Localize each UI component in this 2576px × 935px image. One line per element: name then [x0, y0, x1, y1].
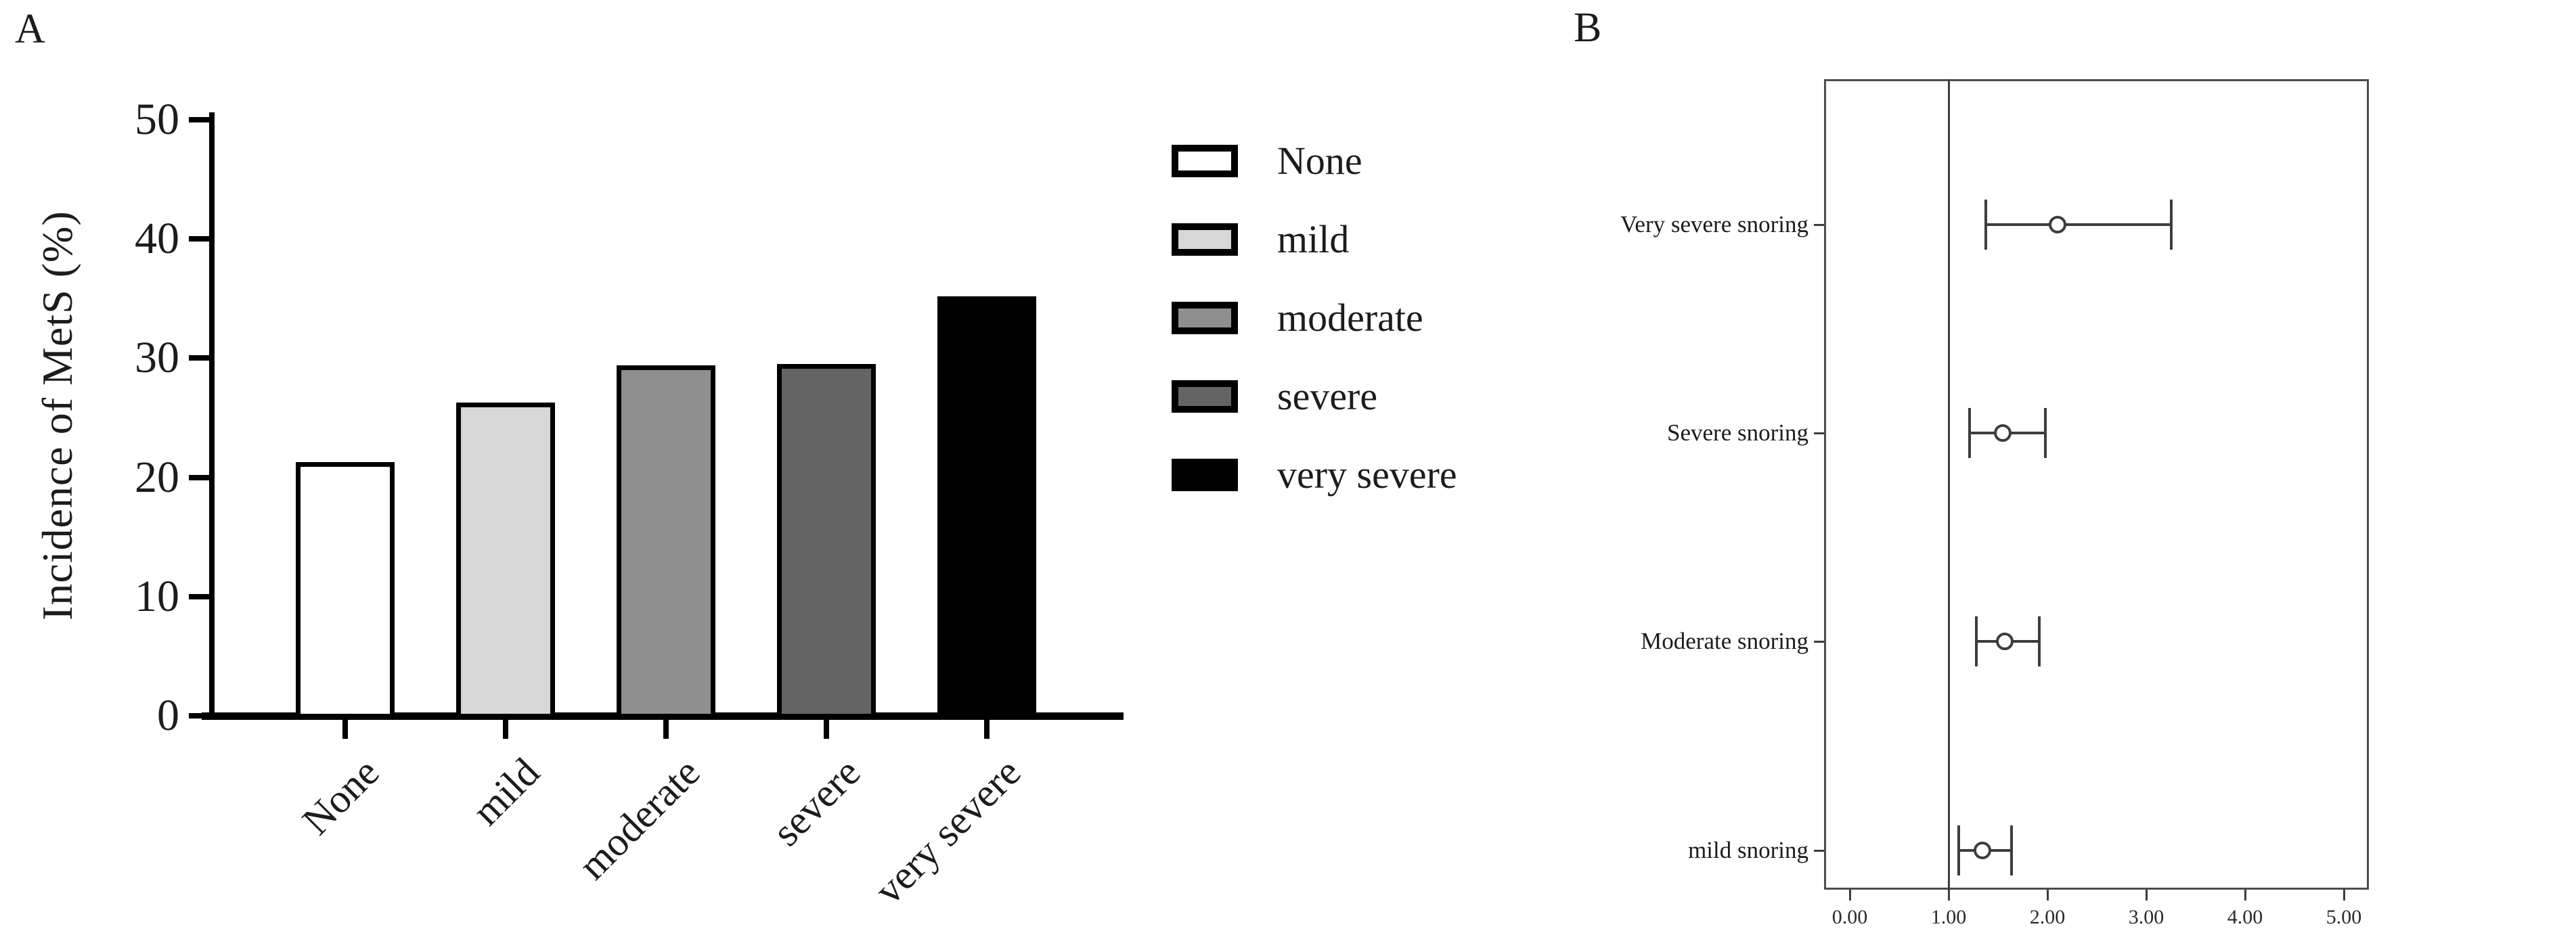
- panel-b-x-tick: [2047, 890, 2049, 900]
- panel-a-x-tick: [984, 720, 990, 739]
- panel-a-y-tick-label: 50: [135, 95, 179, 144]
- panel-b-row-label: Severe snoring: [1667, 419, 1808, 446]
- odds-ratio-marker: [1994, 424, 2012, 442]
- panel-b-row-label: Moderate snoring: [1641, 628, 1808, 654]
- bar-none: [296, 462, 395, 719]
- panel-b-row-tick: [1814, 432, 1824, 434]
- panel-a-x-tick: [663, 720, 669, 739]
- panel-a-bar-chart: Incidence of MetS (%) 0 10 20 30 40 50 None mil…: [33, 95, 1551, 913]
- panel-a-y-axis-line: [209, 112, 215, 720]
- panel-b-row-label: mild snoring: [1688, 837, 1808, 863]
- ci-cap-right: [2010, 825, 2013, 875]
- panel-a-legend-item: mild: [1172, 217, 1551, 261]
- bar-moderate: [617, 365, 715, 719]
- panel-a-y-tick-label: 40: [135, 214, 179, 263]
- panel-a-y-tick-label: 20: [135, 453, 179, 502]
- panel-a-y-tick: [189, 236, 209, 242]
- panel-a-y-tick-label: 0: [157, 691, 179, 740]
- panel-b-letter: B: [1574, 5, 1602, 51]
- panel-b-x-tick-label: 3.00: [2128, 906, 2164, 928]
- panel-a-legend-item: very severe: [1172, 455, 1551, 495]
- ci-cap-left: [1975, 616, 1978, 666]
- panel-a-x-tick: [824, 720, 829, 739]
- panel-b-x-tick-label: 2.00: [2029, 906, 2066, 928]
- legend-swatch-none: [1172, 145, 1238, 177]
- panel-b-x-tick: [2244, 890, 2246, 900]
- panel-a-legend-item: severe: [1172, 374, 1551, 418]
- panel-b-x-tick-label: 5.00: [2326, 906, 2362, 928]
- panel-b-x-tick: [1948, 890, 1950, 900]
- panel-a-y-tick: [189, 475, 209, 480]
- legend-label: very severe: [1277, 453, 1457, 497]
- legend-swatch-moderate: [1172, 302, 1238, 334]
- legend-label: mild: [1277, 217, 1350, 261]
- panel-a-legend-item: moderate: [1172, 298, 1551, 338]
- legend-label: None: [1277, 139, 1362, 183]
- ci-cap-left: [1968, 408, 1971, 458]
- panel-b-row-label: Very severe snoring: [1620, 211, 1808, 237]
- panel-a-y-axis-title: Incidence of MetS (%): [33, 210, 81, 620]
- panel-b-x-tick: [2343, 890, 2345, 900]
- panel-a-y-tick: [189, 355, 209, 361]
- ci-cap-right: [2170, 200, 2173, 250]
- ci-cap-left: [1957, 825, 1960, 875]
- panel-a-y-tick: [189, 117, 209, 122]
- panel-b-row-tick: [1814, 641, 1824, 643]
- bar-very-severe: [937, 296, 1036, 719]
- panel-a-y-tick-label: 30: [135, 333, 179, 382]
- panel-b-row-tick: [1814, 850, 1824, 852]
- ci-horizontal-line: [1986, 223, 2171, 226]
- legend-swatch-very-severe: [1172, 459, 1238, 491]
- panel-b-x-tick-label: 4.00: [2227, 906, 2263, 928]
- bar-mild: [456, 403, 555, 719]
- panel-a-legend-item: None: [1172, 141, 1551, 181]
- panel-b-x-tick: [2146, 890, 2148, 900]
- panel-a-y-tick: [189, 713, 209, 719]
- panel-b-x-tick-label: 1.00: [1930, 906, 1967, 928]
- panel-a-category-label: None: [293, 749, 388, 844]
- ci-cap-right: [2044, 408, 2047, 458]
- legend-label: severe: [1277, 374, 1378, 418]
- panel-b-x-tick-label: 0.00: [1831, 906, 1868, 928]
- panel-b-row-tick: [1814, 224, 1824, 226]
- panel-b-plot-frame: [1824, 79, 2369, 890]
- ci-cap-right: [2038, 616, 2041, 666]
- panel-a-y-tick: [189, 594, 209, 599]
- panel-a-x-tick: [342, 720, 348, 739]
- ci-cap-left: [1984, 200, 1987, 250]
- panel-b-forest-plot: 0.00 1.00 2.00 3.00 4.00 5.00 Very severe snor…: [1557, 0, 2576, 935]
- bar-severe: [777, 364, 876, 719]
- panel-a-y-tick-label: 10: [135, 572, 179, 621]
- odds-ratio-marker: [1996, 633, 2014, 650]
- odds-ratio-marker: [1974, 842, 1991, 859]
- panel-a-x-tick: [503, 720, 508, 739]
- odds-ratio-marker: [2049, 216, 2066, 233]
- legend-label: moderate: [1277, 296, 1423, 340]
- reference-line-1: [1948, 79, 1950, 890]
- legend-swatch-severe: [1172, 380, 1238, 413]
- legend-swatch-mild: [1172, 223, 1238, 256]
- panel-a-letter: A: [15, 6, 45, 52]
- panel-b-x-tick: [1849, 890, 1851, 900]
